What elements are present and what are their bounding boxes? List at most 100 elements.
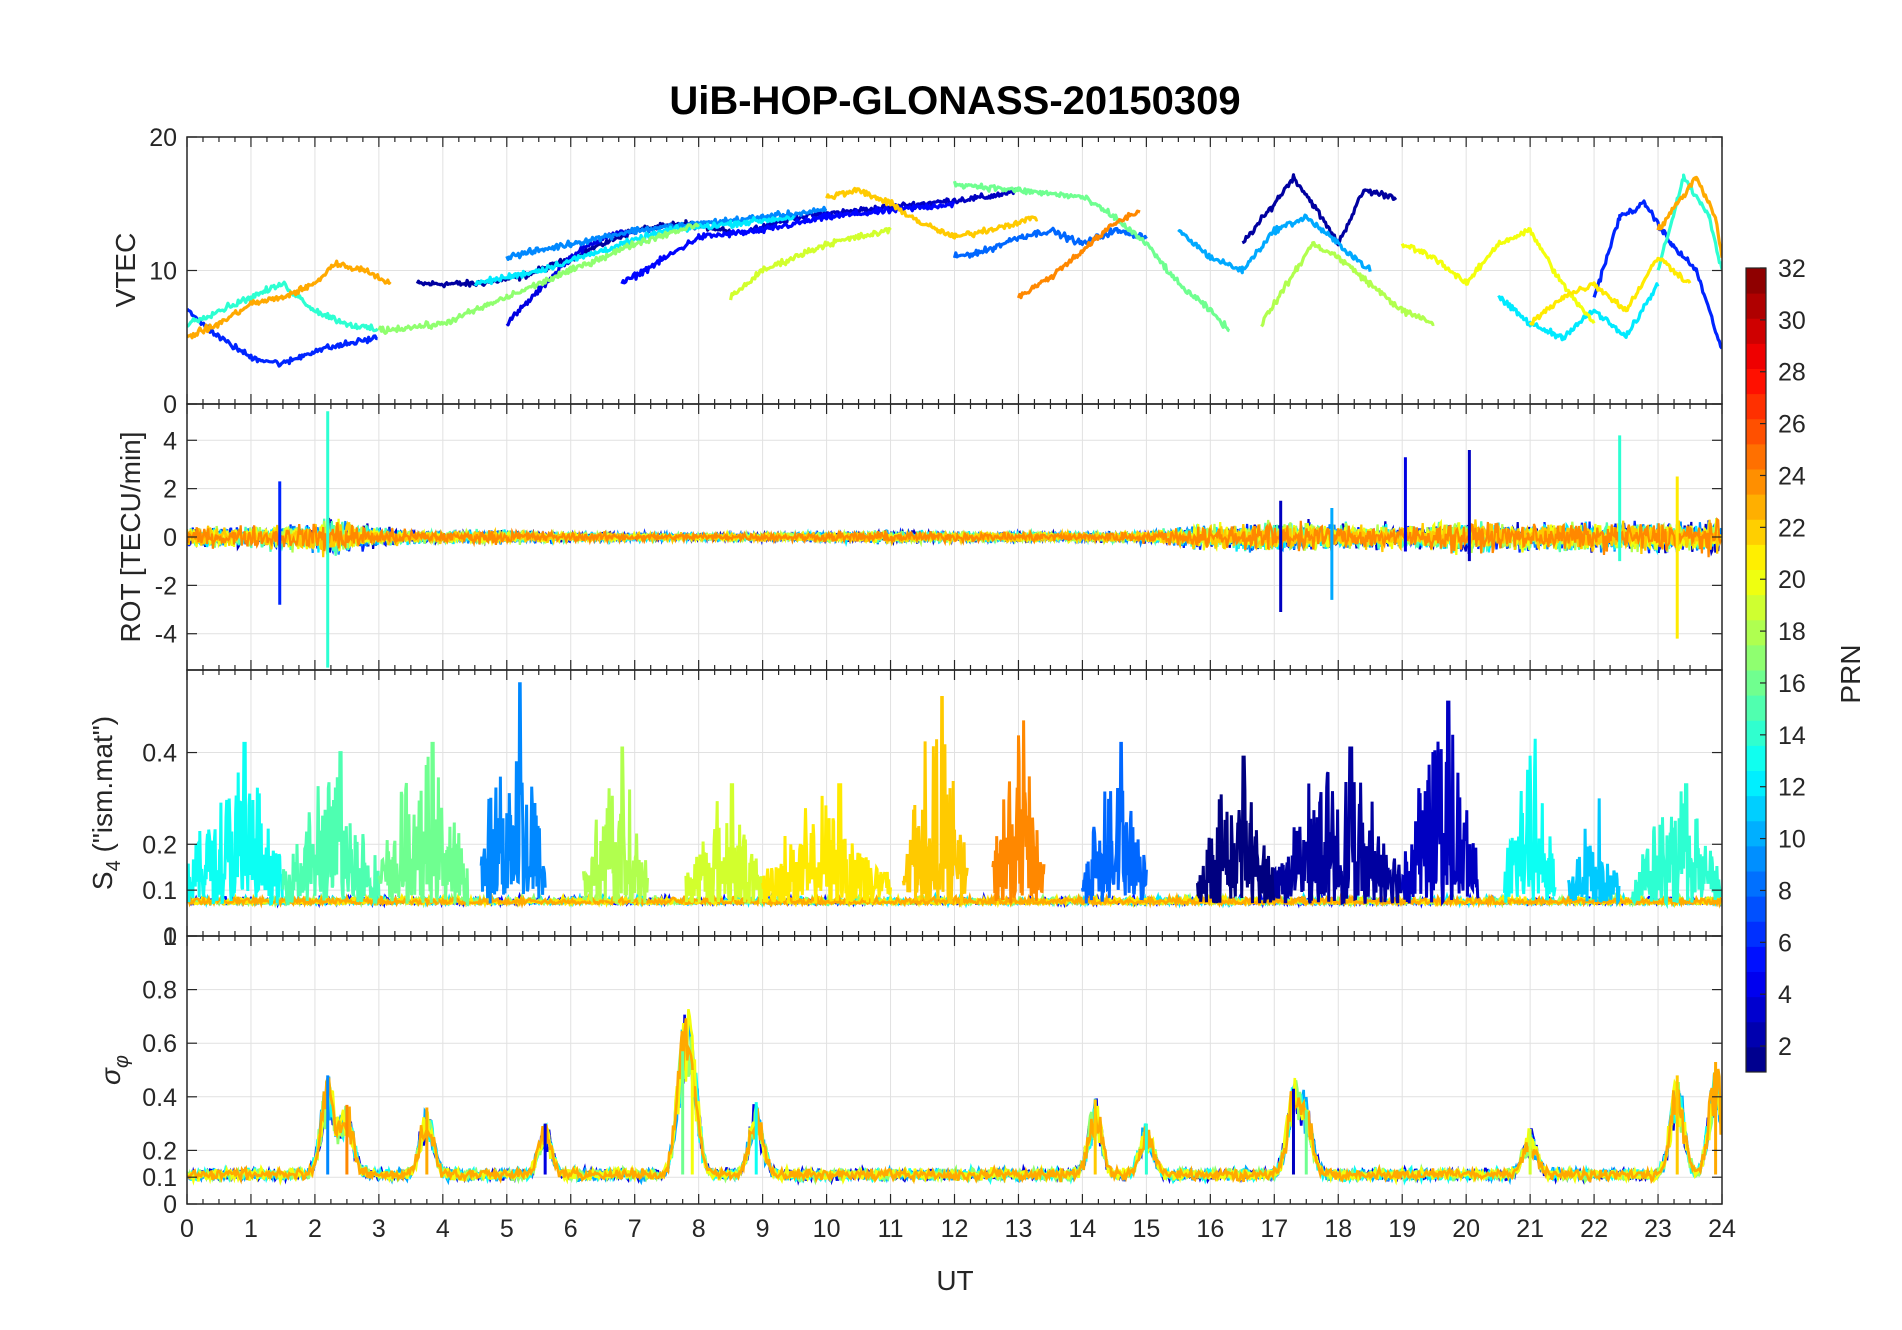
colorbar-segment xyxy=(1746,469,1766,495)
colorbar-tick-label-10: 22 xyxy=(1778,514,1806,542)
rot-ytick-label-1: -2 xyxy=(155,572,177,600)
vtec-series-2 xyxy=(1241,173,1398,247)
xtick-label-1: 1 xyxy=(244,1215,258,1243)
xtick-label-0: 0 xyxy=(180,1215,194,1243)
xtick-label-22: 22 xyxy=(1580,1215,1608,1243)
s4-ytick-label-3: 0.4 xyxy=(142,740,177,768)
colorbar-segment xyxy=(1746,1021,1766,1048)
vtec-series-22 xyxy=(1656,175,1722,258)
colorbar-segment xyxy=(1746,519,1766,545)
s4-peak-13 xyxy=(1503,738,1557,903)
vtec-series-6 xyxy=(1592,199,1722,350)
rot-series-group xyxy=(187,411,1722,668)
vtec-series-group xyxy=(187,173,1722,368)
xtick-label-7: 7 xyxy=(628,1215,642,1243)
colorbar-tick-label-6: 14 xyxy=(1778,722,1806,750)
colorbar-segment xyxy=(1746,896,1766,922)
colorbar-tick-label-11: 24 xyxy=(1778,462,1806,490)
colorbar-segment xyxy=(1746,443,1766,470)
colorbar-segment xyxy=(1746,946,1766,972)
s4-peak-0 xyxy=(187,741,284,907)
vtec-series-9 xyxy=(1177,213,1372,275)
colorbar-tick-label-4: 10 xyxy=(1778,826,1806,854)
vtec-series-1 xyxy=(748,186,1020,234)
colorbar-segment xyxy=(1746,720,1766,746)
vtec-series-23 xyxy=(1016,209,1141,300)
xtick-label-6: 6 xyxy=(564,1215,578,1243)
s4-ytick-label-0: 0 xyxy=(163,923,177,951)
sigma_phi-series-group xyxy=(187,1008,1722,1186)
sigma-ylabel-main: σ xyxy=(95,1067,126,1085)
colorbar-frame xyxy=(1745,267,1767,1073)
rot-ytick-label-3: 2 xyxy=(163,476,177,504)
xtick-label-5: 5 xyxy=(500,1215,514,1243)
s4-peak-11 xyxy=(1273,746,1404,906)
colorbar-segment xyxy=(1746,594,1766,621)
vtec-ytick-label-1: 10 xyxy=(149,258,177,286)
vtec-series-13 xyxy=(1656,173,1722,271)
vtec-series-21 xyxy=(187,259,392,340)
s4-peak-12 xyxy=(1400,700,1480,907)
colorbar-tick-label-3: 8 xyxy=(1778,877,1792,905)
colorbar-segment xyxy=(1746,921,1766,947)
sigma_phi-ytick-label-5: 0.8 xyxy=(142,977,177,1005)
s4-ylabel: S4 ("ism.mat") xyxy=(87,716,125,890)
colorbar-segment xyxy=(1746,820,1766,847)
colorbar-tick-label-5: 12 xyxy=(1778,774,1806,802)
s4-ylabel-sub: 4 xyxy=(103,860,125,871)
colorbar-tick-label-14: 30 xyxy=(1778,307,1806,335)
vtec-ylabel: VTEC xyxy=(110,233,141,308)
colorbar-segment xyxy=(1746,619,1766,646)
colorbar-segment xyxy=(1746,318,1766,344)
colorbar-segment xyxy=(1746,770,1766,797)
vtec-series-19 xyxy=(1528,256,1692,326)
tick-layer: 01020-4-202400.10.20.400.10.20.40.60.810… xyxy=(142,124,1736,1243)
vtec-series-16 xyxy=(1260,241,1435,328)
s4-peak-7 xyxy=(901,696,969,904)
xtick-label-19: 19 xyxy=(1388,1215,1416,1243)
xtick-label-16: 16 xyxy=(1196,1215,1224,1243)
colorbar-tick-label-0: 2 xyxy=(1778,1033,1792,1061)
s4-peak-5 xyxy=(684,783,765,904)
vtec-series-10 xyxy=(473,215,795,287)
s4-peak-3 xyxy=(479,682,547,904)
xtick-label-14: 14 xyxy=(1069,1215,1097,1243)
sigma-series-5 xyxy=(187,1018,1722,1185)
s4-ylabel-main: S xyxy=(87,871,118,890)
xtick-label-11: 11 xyxy=(878,1215,904,1243)
colorbar-segment xyxy=(1746,343,1766,369)
rot-series-8 xyxy=(187,517,1722,558)
colorbar-segment xyxy=(1746,996,1766,1023)
colorbar-segment xyxy=(1746,418,1766,445)
vtec-ytick-label-0: 0 xyxy=(163,391,177,419)
colorbar-tick-label-8: 18 xyxy=(1778,618,1806,646)
xtick-label-9: 9 xyxy=(756,1215,770,1243)
colorbar-tick-label-9: 20 xyxy=(1778,566,1806,594)
x-axis-label: UT xyxy=(936,1265,973,1296)
s4-peak-10 xyxy=(1196,755,1276,904)
sigma_phi-ytick-label-1: 0.1 xyxy=(142,1164,177,1192)
xtick-label-4: 4 xyxy=(436,1215,450,1243)
s4-peak-14 xyxy=(1567,798,1621,908)
s4-base-4 xyxy=(187,891,1722,909)
colorbar-tick-label-13: 28 xyxy=(1778,359,1806,387)
s4-peak-4 xyxy=(582,746,649,904)
xtick-label-2: 2 xyxy=(308,1215,322,1243)
colorbar-segment xyxy=(1746,494,1766,520)
colorbar-segment xyxy=(1746,569,1766,596)
chart-title: UiB-HOP-GLONASS-20150309 xyxy=(669,79,1240,123)
s4-peak-8 xyxy=(991,720,1046,904)
xtick-label-12: 12 xyxy=(941,1215,969,1243)
xtick-label-13: 13 xyxy=(1005,1215,1033,1243)
s4-ylabel-rest: ("ism.mat") xyxy=(87,716,118,860)
colorbar-tick-label-1: 4 xyxy=(1778,981,1792,1009)
colorbar-segment xyxy=(1746,1046,1766,1073)
colorbar-tick-label-2: 6 xyxy=(1778,929,1792,957)
colorbar-segment xyxy=(1746,845,1766,872)
xtick-label-3: 3 xyxy=(372,1215,386,1243)
xtick-label-8: 8 xyxy=(692,1215,706,1243)
colorbar-segment xyxy=(1746,971,1766,998)
colorbar-segment xyxy=(1746,544,1766,570)
colorbar-segment xyxy=(1746,871,1766,897)
